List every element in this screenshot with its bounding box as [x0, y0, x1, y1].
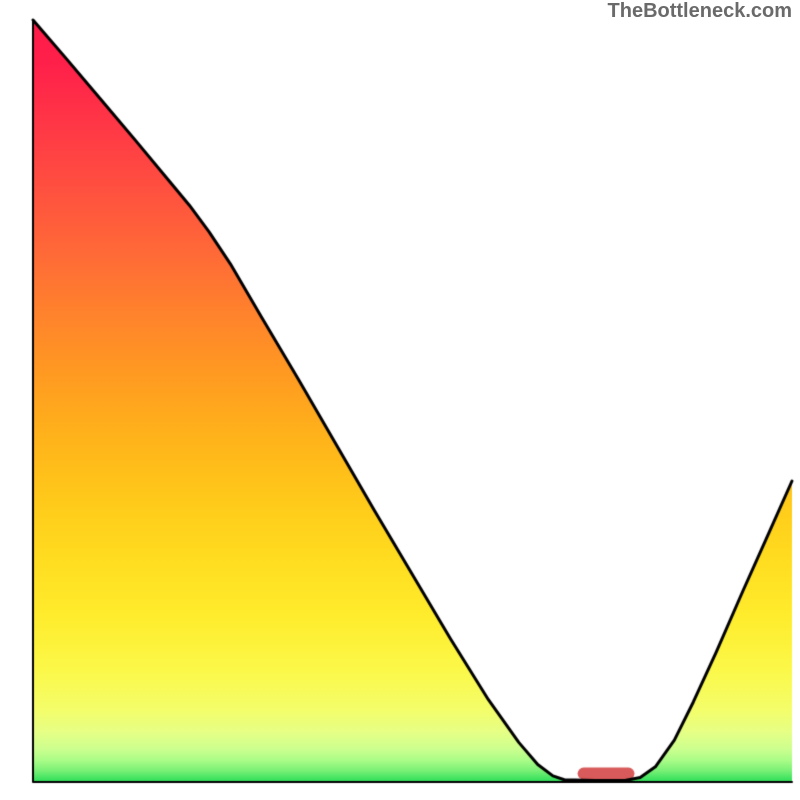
bottleneck-chart: [0, 0, 800, 800]
watermark-text: TheBottleneck.com: [608, 0, 792, 23]
